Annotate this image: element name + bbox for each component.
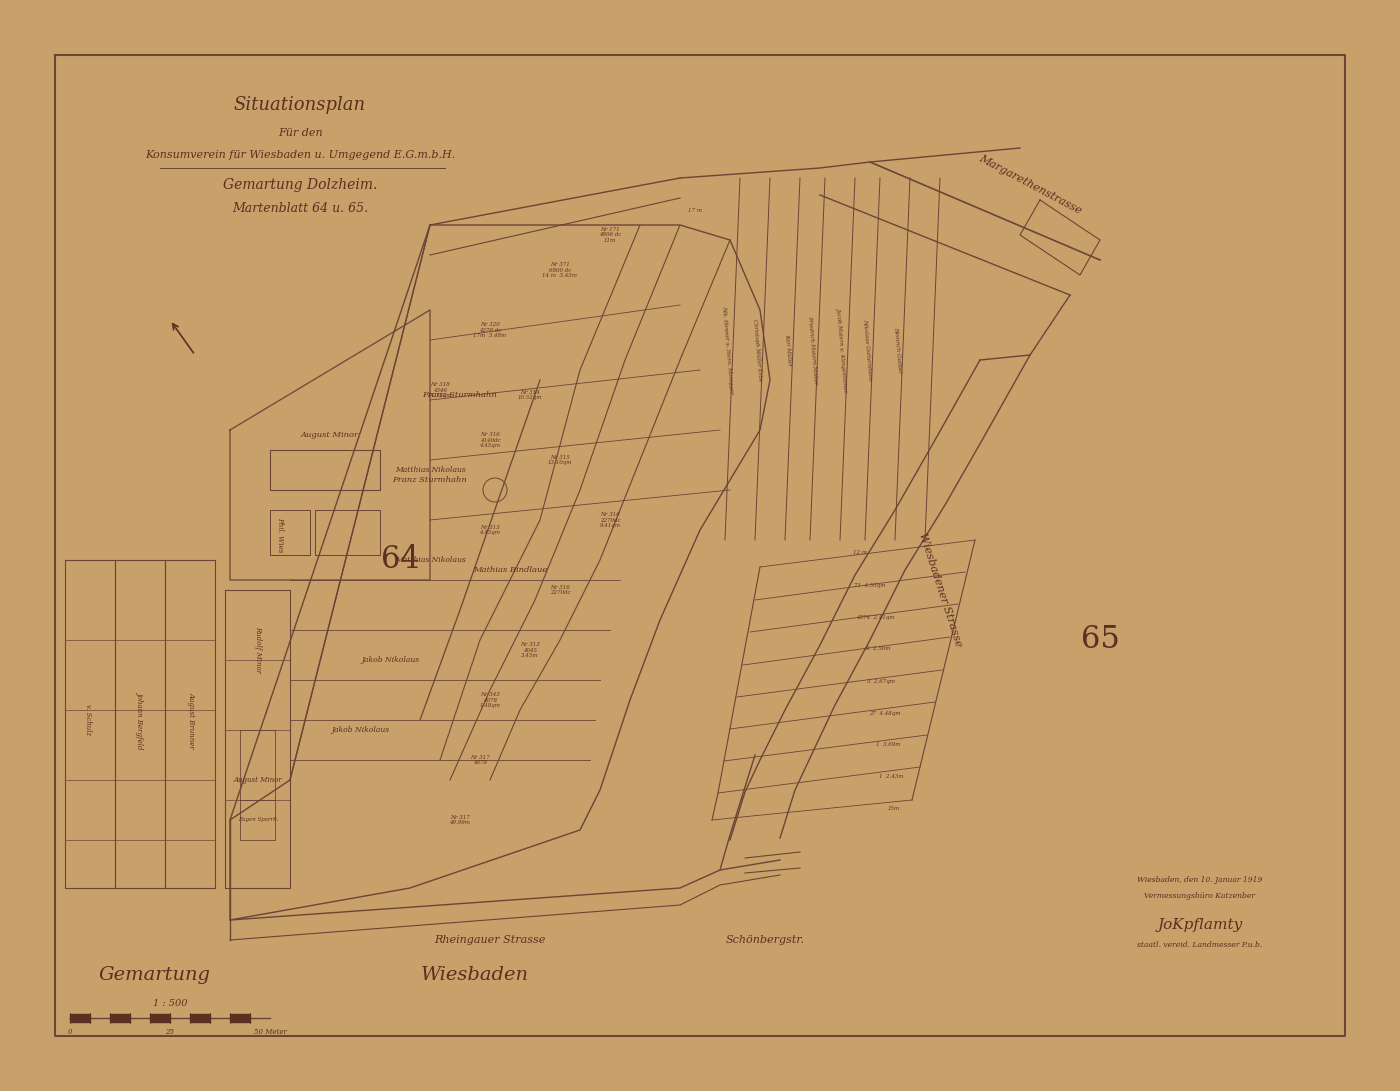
Polygon shape xyxy=(111,1014,130,1022)
Text: 50 Meter: 50 Meter xyxy=(253,1028,287,1036)
Text: Gemartung: Gemartung xyxy=(99,966,211,984)
Text: 64: 64 xyxy=(381,544,420,575)
Text: 65: 65 xyxy=(1081,624,1120,656)
Text: 3  2.67qm: 3 2.67qm xyxy=(867,679,895,683)
Text: Nr 315
13.10qm: Nr 315 13.10qm xyxy=(547,455,573,466)
Text: Nr 316
2270dc: Nr 316 2270dc xyxy=(550,585,570,596)
Text: Nr 371
6800 dc
14 m  3.45m: Nr 371 6800 dc 14 m 3.45m xyxy=(543,262,577,278)
Text: August Minor: August Minor xyxy=(234,776,283,784)
Text: Nr 320
4278 dc
17m  3.48m: Nr 320 4278 dc 17m 3.48m xyxy=(473,322,507,338)
Text: 15m: 15m xyxy=(888,806,900,812)
Text: Wiesbadener Strasse: Wiesbadener Strasse xyxy=(917,531,963,648)
Text: 4374  2.41qm: 4374 2.41qm xyxy=(855,614,895,620)
Text: Jakob Nikolaus: Jakob Nikolaus xyxy=(330,726,389,734)
Text: Martenblatt 64 u. 65.: Martenblatt 64 u. 65. xyxy=(232,202,368,215)
Text: Mathias Bindlaue: Mathias Bindlaue xyxy=(473,566,547,574)
Text: Phil. Wies: Phil. Wies xyxy=(276,517,284,553)
Text: Wiesbaden, den 10. Januar 1919: Wiesbaden, den 10. Januar 1919 xyxy=(1137,876,1263,884)
Text: Nr 318
4346
14.13qm: Nr 318 4346 14.13qm xyxy=(428,382,452,398)
Text: 6  2.56m: 6 2.56m xyxy=(865,647,890,651)
Text: Jacob Matern u. Klingenhsmer: Jacob Matern u. Klingenhsmer xyxy=(836,308,848,393)
Text: Nr 317
4078: Nr 317 4078 xyxy=(470,755,490,766)
Text: Konsumverein für Wiesbaden u. Umgegend E.G.m.b.H.: Konsumverein für Wiesbaden u. Umgegend E… xyxy=(144,149,455,160)
Text: Nik. Henner u. Henn. Monigger: Nik. Henner u. Henn. Monigger xyxy=(721,305,734,394)
Text: 17 m: 17 m xyxy=(687,207,701,213)
Text: Franz Sturmhahn: Franz Sturmhahn xyxy=(423,391,497,399)
Text: Nr 316
4140dc
4.45qm: Nr 316 4140dc 4.45qm xyxy=(479,432,501,448)
Text: Nr 313
4045
3.45m: Nr 313 4045 3.45m xyxy=(521,642,540,658)
Text: 1 : 500: 1 : 500 xyxy=(153,999,188,1008)
Text: Johann Bergfeld: Johann Bergfeld xyxy=(136,692,144,748)
Text: 0: 0 xyxy=(67,1028,73,1036)
Text: 71  4.55qm: 71 4.55qm xyxy=(854,583,886,587)
Text: JoKpflamty: JoKpflamty xyxy=(1158,918,1243,932)
Text: Gemartung Dolzheim.: Gemartung Dolzheim. xyxy=(223,178,377,192)
Text: Rudolf Minor: Rudolf Minor xyxy=(253,626,262,673)
Text: August Minor: August Minor xyxy=(301,431,358,439)
Text: Vermessungsbüro Katzenber: Vermessungsbüro Katzenber xyxy=(1145,892,1256,900)
Text: 1  3.69m: 1 3.69m xyxy=(876,743,900,747)
Text: Matthias Nikolaus: Matthias Nikolaus xyxy=(395,466,465,473)
Text: Matthias Nikolaus: Matthias Nikolaus xyxy=(395,556,465,564)
Text: 27  4.48qm: 27 4.48qm xyxy=(869,710,900,716)
Text: 12 m: 12 m xyxy=(853,551,867,555)
Text: Franz Sturmhahn: Franz Sturmhahn xyxy=(392,476,468,484)
Text: Friedrich Matern Müller: Friedrich Matern Müller xyxy=(806,315,818,384)
Text: Für den: Für den xyxy=(277,128,322,137)
Polygon shape xyxy=(150,1014,169,1022)
Text: Nr 343
4078
1.48qm: Nr 343 4078 1.48qm xyxy=(479,692,501,708)
Text: Wiesbaden: Wiesbaden xyxy=(421,966,529,984)
Text: Jakob Nikolaus: Jakob Nikolaus xyxy=(361,656,419,664)
Text: August Brunner: August Brunner xyxy=(188,692,196,748)
Text: Nr 171
4806 dc
11m: Nr 171 4806 dc 11m xyxy=(599,227,622,243)
Text: Schönbergstr.: Schönbergstr. xyxy=(725,935,805,945)
Text: Karl Müller: Karl Müller xyxy=(784,334,791,367)
Text: v. Schulz: v. Schulz xyxy=(84,705,92,735)
Text: Nr 317
49.99m: Nr 317 49.99m xyxy=(449,815,470,826)
Text: Heinrich Guilber: Heinrich Guilber xyxy=(893,326,902,373)
Text: Nikolaus Gutternheim: Nikolaus Gutternheim xyxy=(862,319,872,381)
Text: Margarethenstrasse: Margarethenstrasse xyxy=(977,154,1084,216)
Text: Nr 316
2270dc
9.41qm: Nr 316 2270dc 9.41qm xyxy=(599,512,620,528)
Text: 1  2.43m: 1 2.43m xyxy=(879,775,903,779)
Text: Eugen Sparrb.: Eugen Sparrb. xyxy=(238,817,279,823)
Polygon shape xyxy=(230,1014,251,1022)
Polygon shape xyxy=(190,1014,210,1022)
Text: Nr 314
10.52qm: Nr 314 10.52qm xyxy=(518,389,542,400)
Text: Christoph Müller Erbe: Christoph Müller Erbe xyxy=(752,319,763,382)
Text: Nr 313
4.45qm: Nr 313 4.45qm xyxy=(479,525,501,536)
Text: staatl. vereid. Landmesser P.u.b.: staatl. vereid. Landmesser P.u.b. xyxy=(1137,942,1263,949)
Text: 25: 25 xyxy=(165,1028,175,1036)
Polygon shape xyxy=(70,1014,90,1022)
Text: Rheingauer Strasse: Rheingauer Strasse xyxy=(434,935,546,945)
Text: Situationsplan: Situationsplan xyxy=(234,96,365,113)
